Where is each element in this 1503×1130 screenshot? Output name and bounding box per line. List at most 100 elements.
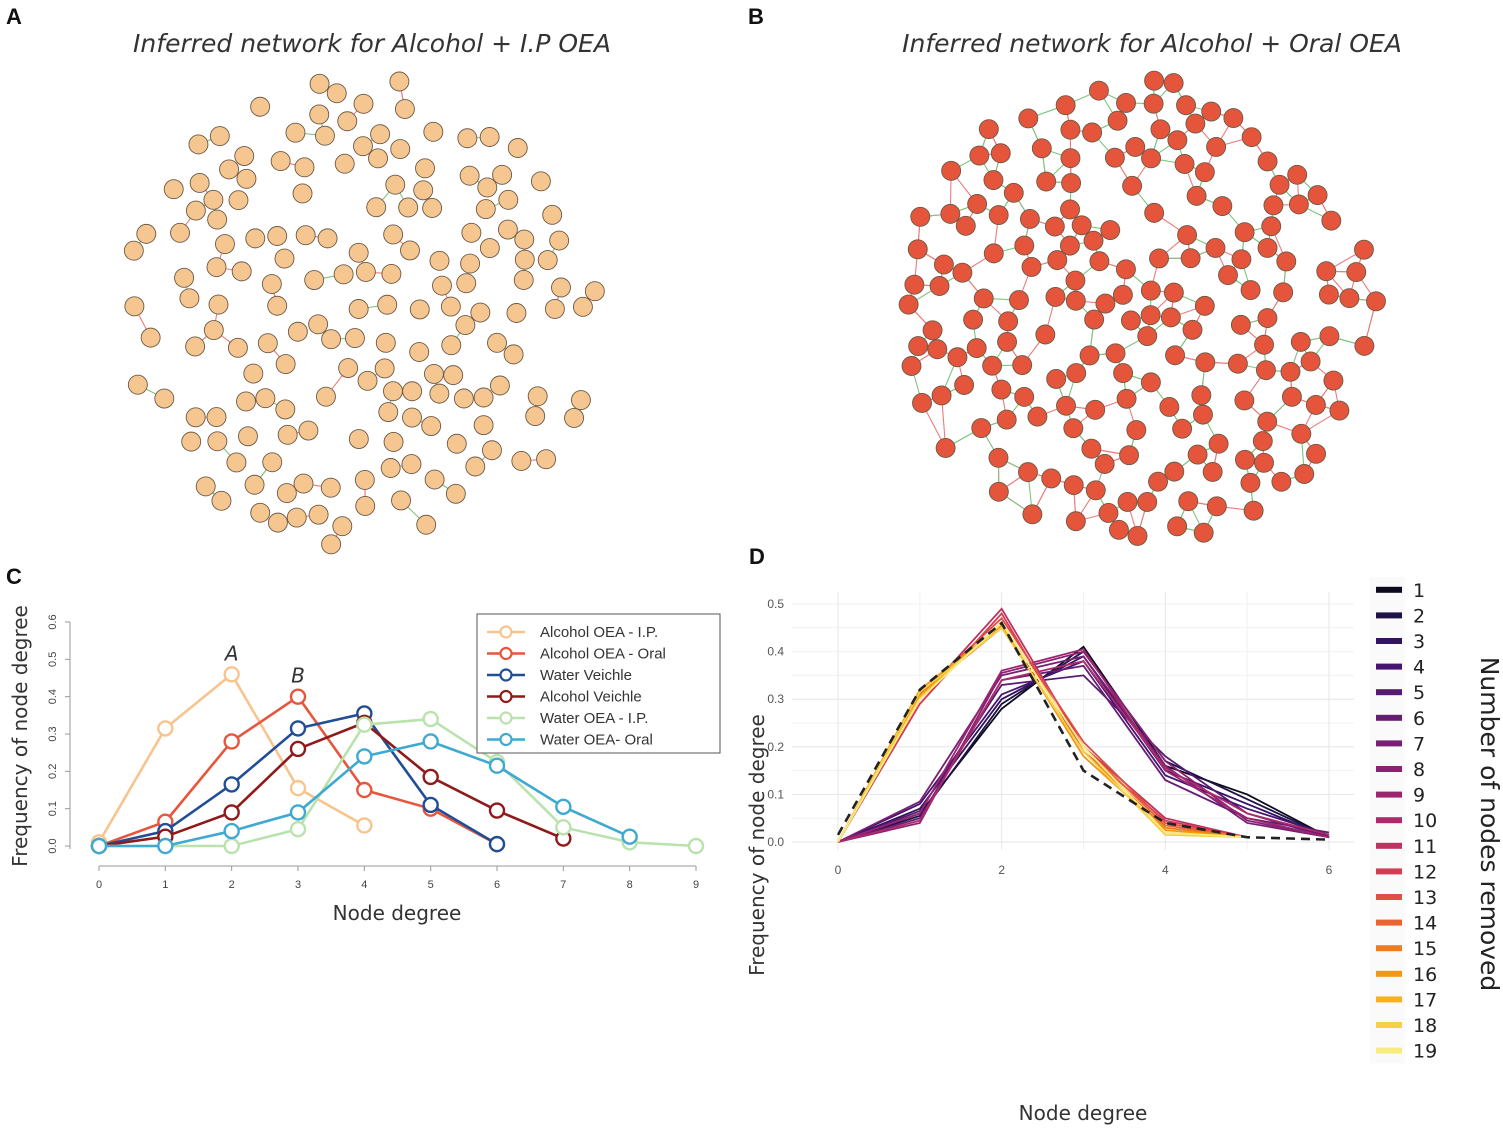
network-node xyxy=(174,267,195,288)
panel-d-colorbar-swatch xyxy=(1376,612,1402,619)
panel-a-letter: A xyxy=(6,4,22,29)
network-node xyxy=(455,315,476,336)
network-node xyxy=(366,197,387,218)
network-node xyxy=(429,250,450,271)
network-node xyxy=(1178,491,1199,512)
panel-c-data-point xyxy=(687,837,705,855)
network-node xyxy=(321,329,342,350)
panel-d-colorbar-label: 18 xyxy=(1413,1015,1437,1037)
panel-d-ticks: 0 2 4 6 0.0 0.1 0.2 0.3 0.4 0.5 xyxy=(767,597,1332,877)
network-node xyxy=(969,145,990,166)
network-node xyxy=(1089,251,1110,272)
panel-c-series-group xyxy=(90,733,638,855)
network-node xyxy=(1065,511,1086,532)
network-node xyxy=(315,125,335,146)
network-node xyxy=(549,230,570,251)
network-node xyxy=(409,299,430,320)
network-node xyxy=(1035,324,1056,345)
network-node xyxy=(185,336,206,357)
network-node xyxy=(967,194,988,214)
network-node xyxy=(385,174,406,195)
network-node xyxy=(123,240,144,261)
network-node xyxy=(1081,438,1102,459)
network-node xyxy=(228,190,249,211)
network-node xyxy=(286,507,307,528)
network-node xyxy=(1321,210,1342,231)
network-node xyxy=(922,320,943,341)
panel-d-colorbar-title: Number of nodes removed xyxy=(1475,657,1503,992)
network-node xyxy=(208,294,229,315)
network-node xyxy=(1300,351,1321,372)
network-node xyxy=(1137,326,1158,346)
panel-d-colorbar-swatch xyxy=(1376,714,1402,721)
panel-b-title: Inferred network for Alcohol + Oral OEA xyxy=(902,29,1402,58)
network-node xyxy=(988,205,1009,226)
panel-c-data-point xyxy=(223,804,240,821)
network-node xyxy=(1271,471,1292,492)
network-node xyxy=(1060,148,1081,169)
network-node xyxy=(1095,293,1116,314)
network-node xyxy=(1208,433,1229,454)
panel-c-data-point xyxy=(157,720,174,737)
panel-d-series-line xyxy=(837,655,1330,843)
network-node xyxy=(1218,265,1238,286)
network-node xyxy=(1276,251,1297,272)
network-node xyxy=(511,451,532,471)
network-node xyxy=(1206,136,1227,157)
panel-d-series xyxy=(836,607,1330,843)
panel-c-data-point xyxy=(289,804,307,821)
network-node xyxy=(257,333,278,354)
panel-c-data-point xyxy=(356,716,373,733)
network-node xyxy=(344,328,365,349)
network-node xyxy=(1119,445,1140,466)
network-node xyxy=(507,138,528,158)
network-node xyxy=(1230,314,1251,335)
network-node xyxy=(1112,284,1133,305)
network-node xyxy=(904,274,925,295)
network-node xyxy=(482,440,502,461)
network-node xyxy=(1066,363,1087,384)
panel-c-data-point xyxy=(356,748,373,765)
network-node xyxy=(1281,386,1302,407)
network-node xyxy=(530,171,551,192)
panel-d-colorbar-swatch xyxy=(1376,842,1402,849)
network-node xyxy=(955,215,976,236)
panel-c-legend-marker xyxy=(499,689,513,704)
network-node xyxy=(477,177,498,198)
network-node xyxy=(206,257,227,278)
network-node xyxy=(1366,291,1386,312)
network-node xyxy=(514,229,535,250)
network-node xyxy=(1257,411,1278,432)
panel-c-x-tick-label: 0 xyxy=(96,879,102,891)
panel-c-series-line xyxy=(99,717,697,848)
network-node xyxy=(1290,331,1311,352)
network-node xyxy=(1254,334,1274,355)
network-node xyxy=(170,222,190,243)
network-node xyxy=(423,121,444,142)
panel-d-colorbar-swatch xyxy=(1376,970,1402,977)
network-node xyxy=(898,294,919,315)
panel-d-colorbar-label: 3 xyxy=(1413,631,1425,653)
network-node xyxy=(1094,454,1115,474)
network-node xyxy=(1354,239,1374,260)
network-node xyxy=(353,136,373,157)
panel-d-colorbar-label: 4 xyxy=(1413,657,1425,679)
network-node xyxy=(1122,175,1143,196)
network-node xyxy=(1055,95,1076,116)
network-node xyxy=(1120,310,1141,331)
network-node xyxy=(1079,345,1100,366)
panel-c-data-point xyxy=(356,781,373,799)
network-node xyxy=(1167,516,1188,537)
network-node xyxy=(207,431,228,452)
panel-c-x-tick-label: 7 xyxy=(560,879,566,891)
network-node xyxy=(1019,209,1040,229)
network-node xyxy=(947,347,968,368)
network-node xyxy=(1009,290,1029,311)
network-node xyxy=(383,224,404,245)
panel-d-colorbar-swatch xyxy=(1376,1047,1402,1054)
network-node xyxy=(527,386,548,407)
network-node xyxy=(473,387,494,408)
network-node xyxy=(421,416,442,436)
network-node xyxy=(255,388,276,409)
